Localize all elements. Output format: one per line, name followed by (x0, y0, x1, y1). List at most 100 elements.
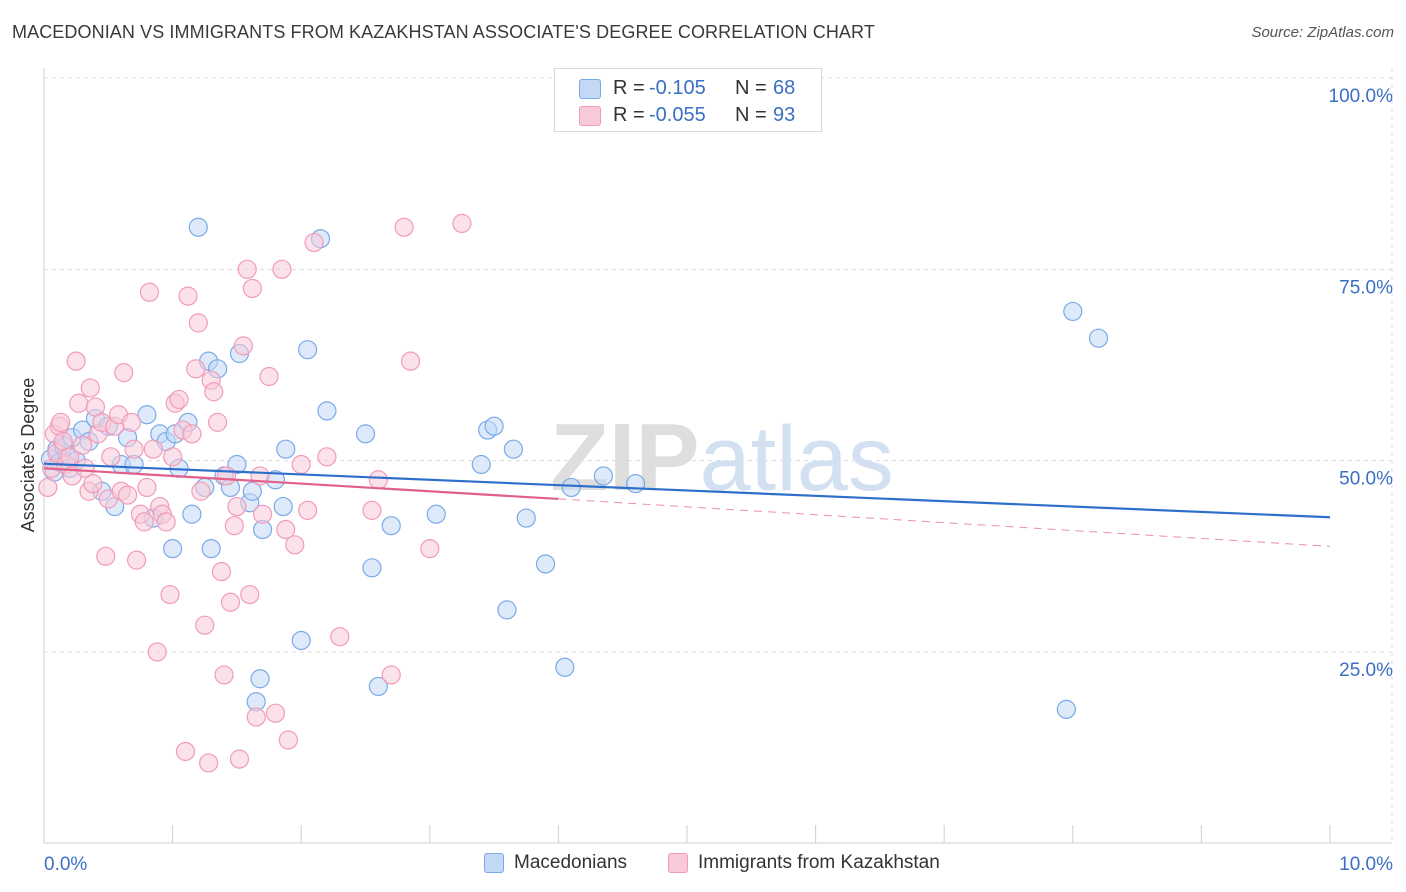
point-macedonian (273, 496, 293, 517)
watermark: ZIPatlas (550, 404, 894, 511)
point-kazakhstan (246, 707, 266, 727)
point-kazakhstan (362, 500, 382, 520)
point-kazakhstan (204, 382, 224, 402)
point-kazakhstan (66, 351, 86, 371)
point-macedonian (368, 676, 388, 697)
n-value: 93 (773, 104, 796, 126)
point-kazakhstan (199, 753, 219, 773)
point-kazakhstan (265, 703, 286, 723)
point-kazakhstan (298, 500, 318, 520)
point-macedonian (484, 416, 504, 436)
point-kazakhstan (75, 458, 95, 478)
point-kazakhstan (253, 504, 273, 524)
point-kazakhstan (394, 217, 414, 237)
point-macedonian (471, 454, 491, 475)
point-kazakhstan (175, 741, 196, 762)
point-kazakhstan (80, 378, 100, 398)
point-macedonian (625, 474, 646, 494)
point-kazakhstan (137, 477, 157, 498)
r-label: R = (613, 104, 645, 126)
point-macedonian (250, 669, 270, 689)
point-macedonian (555, 657, 575, 677)
point-kazakhstan (188, 313, 208, 333)
point-macedonian (276, 439, 296, 459)
point-macedonian (182, 504, 202, 524)
source-attribution: Source: ZipAtlas.com (1251, 24, 1394, 41)
legend-swatch-kazakhstan (579, 106, 601, 126)
point-kazakhstan (278, 730, 298, 750)
point-macedonian (362, 558, 382, 578)
point-macedonian (497, 600, 517, 620)
point-kazakhstan (214, 665, 234, 685)
r-value: -0.055 (649, 104, 706, 126)
legend-swatch-macedonians (579, 79, 601, 99)
point-kazakhstan (101, 447, 121, 467)
point-macedonian (1088, 328, 1109, 348)
point-kazakhstan (163, 447, 183, 467)
point-kazakhstan (240, 584, 260, 605)
point-kazakhstan (139, 282, 160, 302)
point-kazakhstan (381, 665, 401, 685)
point-kazakhstan (83, 474, 103, 494)
trend-lines (43, 462, 1331, 547)
point-macedonian (1063, 301, 1083, 322)
n-value: 68 (773, 77, 796, 99)
point-macedonian (516, 508, 536, 528)
point-macedonian (137, 405, 157, 425)
point-kazakhstan (291, 454, 311, 475)
point-kazakhstan (317, 447, 337, 467)
point-macedonian (317, 401, 337, 421)
point-macedonian (163, 539, 183, 559)
point-macedonian (291, 630, 311, 651)
r-label: R = (613, 77, 645, 99)
y-tick-label: 50.0% (1339, 469, 1393, 490)
y-tick-label: 25.0% (1339, 660, 1393, 681)
point-kazakhstan (304, 232, 324, 253)
point-kazakhstan (182, 424, 202, 444)
point-kazakhstan (178, 286, 198, 306)
x-tick-label: 10.0% (1339, 854, 1393, 875)
point-kazakhstan (211, 562, 232, 582)
gridlines (44, 68, 1393, 843)
point-kazakhstan (272, 259, 292, 279)
point-kazakhstan (72, 435, 93, 455)
y-axis-label: Associate's Degree (18, 378, 38, 533)
bottom-legend-label: Macedonians (514, 852, 628, 873)
point-macedonian (561, 477, 581, 498)
point-kazakhstan (191, 481, 211, 501)
point-macedonian (201, 539, 221, 559)
point-kazakhstan (259, 366, 279, 387)
point-kazakhstan (400, 351, 421, 371)
point-kazakhstan (156, 512, 176, 532)
bottom-legend-swatch-macedonians (484, 853, 504, 873)
point-kazakhstan (217, 466, 237, 486)
y-tick-labels: 25.0% 50.0% 75.0% 100.0% (1329, 86, 1394, 681)
point-macedonian (503, 439, 523, 459)
point-kazakhstan (51, 412, 71, 432)
point-kazakhstan (160, 584, 180, 605)
point-kazakhstan (124, 439, 144, 459)
trend-line-macedonians (43, 462, 1331, 519)
point-kazakhstan (229, 749, 250, 769)
point-kazakhstan (233, 336, 253, 356)
point-kazakhstan (224, 516, 244, 536)
n-label: N = (735, 77, 767, 99)
correlation-legend: R = -0.105 N = 68 R = -0.055 N = 93 (554, 68, 822, 132)
y-tick-label: 75.0% (1339, 277, 1393, 298)
point-kazakhstan (38, 477, 58, 498)
point-kazakhstan (237, 259, 257, 279)
point-kazakhstan (452, 213, 472, 234)
point-kazakhstan (285, 535, 305, 555)
point-kazakhstan (169, 389, 189, 410)
point-macedonian (593, 466, 614, 486)
point-kazakhstan (96, 546, 116, 566)
x-tick-label: 0.0% (44, 854, 87, 875)
trend-line-kazakhstan (43, 467, 559, 501)
point-kazakhstan (121, 412, 142, 432)
n-label: N = (735, 104, 767, 126)
point-macedonian (355, 424, 376, 444)
point-kazakhstan (368, 470, 388, 490)
y-tick-label: 100.0% (1329, 86, 1394, 107)
point-macedonian (426, 504, 446, 524)
